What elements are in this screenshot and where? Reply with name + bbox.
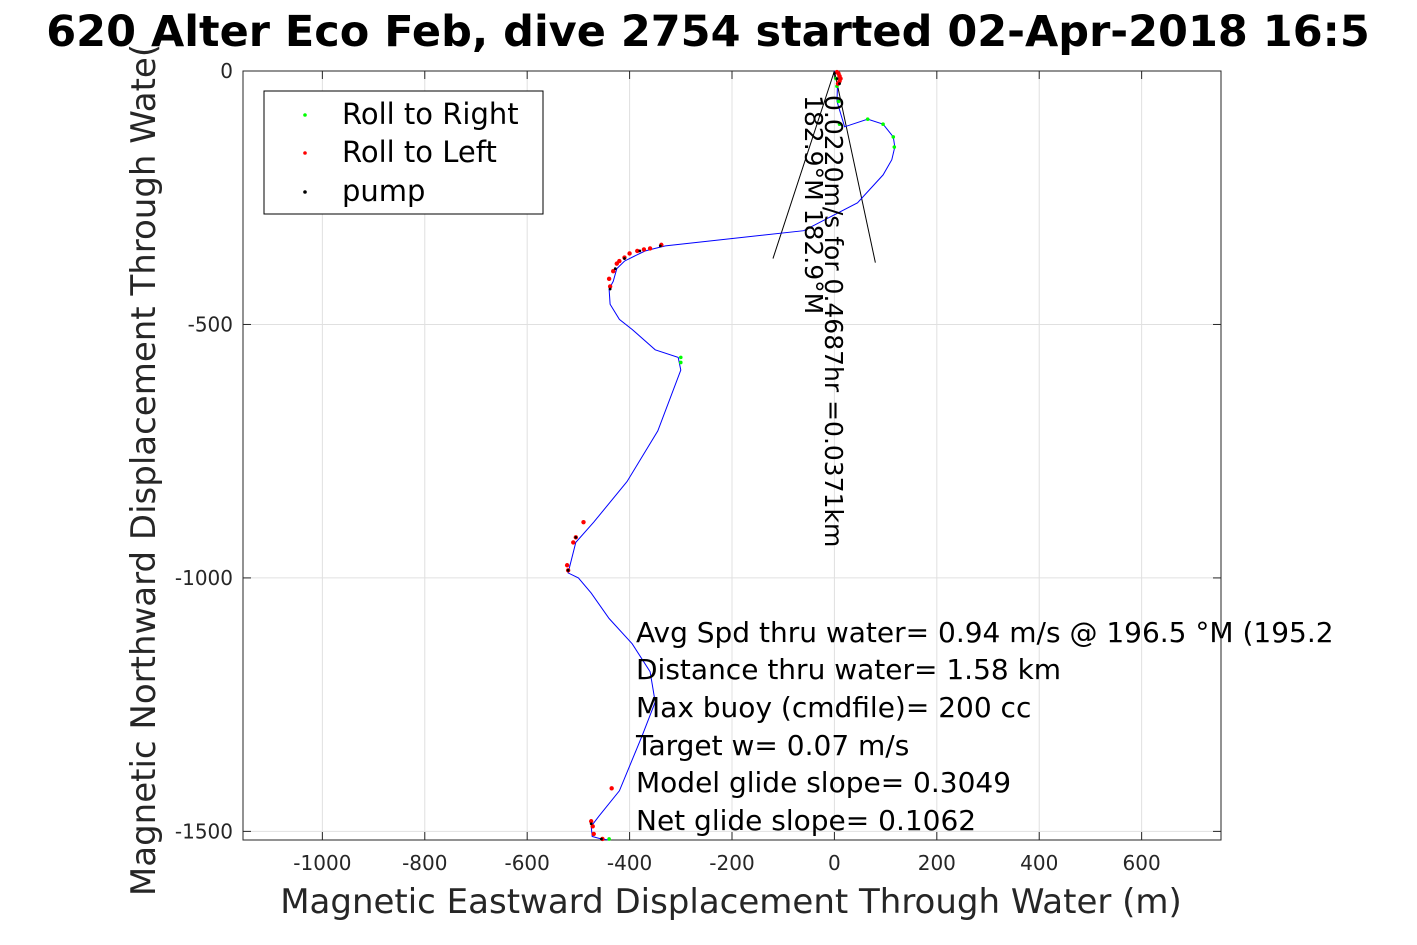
roll-right-point [607, 837, 611, 841]
y-tick-label: 0 [220, 59, 233, 83]
roll-left-point [581, 519, 586, 525]
current-speed-label: 0.0220m/s for 0.4687hr =0.0371km [819, 95, 848, 547]
pump-point [623, 257, 626, 260]
roll-left-point [590, 824, 595, 829]
current-heading-label: 182.9°M 182.9°M [799, 95, 828, 314]
avg-speed-annotation: Avg Spd thru water= 0.94 m/s @ 196.5 °M … [636, 616, 1334, 649]
roll-left-point [611, 269, 616, 274]
roll-left-point [627, 251, 632, 256]
pump-point [835, 77, 839, 81]
x-tick-label: 0 [828, 851, 841, 875]
legend-box [263, 90, 544, 215]
roll-right-point [892, 145, 897, 149]
x-tick-label: -600 [504, 851, 549, 875]
roll-left-point [607, 284, 613, 289]
x-tick-label: 400 [1020, 851, 1058, 875]
roll-right-point [865, 117, 870, 121]
legend-label-roll-right: Roll to Right [342, 97, 519, 131]
dive-stats-annotations: Avg Spd thru water= 0.94 m/s @ 196.5 °M … [635, 616, 1334, 837]
roll-right-point [837, 122, 842, 127]
x-tick-label: -200 [709, 851, 754, 875]
pump-point [838, 82, 841, 86]
pump-point [658, 244, 662, 248]
y-tick-label: -1000 [175, 566, 233, 590]
current-vectors [772, 70, 876, 263]
dive-track [567, 70, 896, 841]
roll-left-point [588, 819, 594, 824]
current-vector-line [772, 70, 835, 259]
net-glide-slope-annotation: Net glide slope= 0.1062 [636, 804, 976, 837]
pump-point [613, 267, 617, 271]
roll-right-point [678, 355, 683, 360]
y-tick-label: -500 [188, 312, 233, 336]
roll-left-point [571, 540, 576, 545]
distance-annotation: Distance thru water= 1.58 km [636, 653, 1061, 686]
roll-left-point [591, 831, 596, 837]
x-tick-label: 600 [1123, 851, 1161, 875]
roll-right-point [836, 99, 841, 104]
current-vector-line [833, 70, 876, 263]
roll-left-point [609, 786, 614, 791]
legend-marker-roll-left [303, 151, 307, 155]
legend-label-pump: pump [342, 174, 425, 208]
pump-point [638, 249, 642, 253]
roll-right-point [678, 360, 683, 365]
roll-left-point [647, 246, 653, 251]
roll-left-point [635, 248, 640, 254]
max-buoy-annotation: Max buoy (cmdfile)= 200 cc [636, 691, 1031, 724]
roll-left-point [606, 276, 612, 282]
pump-point [574, 535, 578, 539]
x-axis-label: Magnetic Eastward Displacement Through W… [280, 882, 1182, 922]
roll-right-point [881, 122, 885, 127]
model-glide-slope-annotation: Model glide slope= 0.3049 [636, 766, 1011, 799]
x-tick-label: -800 [402, 851, 447, 875]
axis-ticks: -1000 -800 -600 -400 -200 0 200 400 600 0 -500 -100… [175, 59, 1221, 875]
pump-point [589, 822, 593, 826]
roll-right-point [891, 135, 896, 139]
legend: Roll to Right Roll to Left pump [263, 90, 544, 215]
chart-title: 620 Alter Eco Feb, dive 2754 started 02-… [46, 7, 1369, 57]
x-tick-label: -400 [607, 851, 652, 875]
pump-point [608, 287, 612, 291]
pump-point [566, 568, 570, 572]
y-axis-label: Magnetic Northward Displacement Through … [124, 44, 164, 896]
pump-point [833, 72, 836, 75]
roll-and-pump-markers [564, 69, 897, 842]
legend-marker-roll-right [303, 113, 307, 117]
legend-marker-pump [303, 190, 307, 194]
roll-left-point [614, 261, 619, 266]
x-tick-label: 200 [918, 851, 956, 875]
legend-label-roll-left: Roll to Left [342, 135, 497, 169]
pump-point [600, 837, 603, 841]
track-line [567, 70, 896, 841]
roll-left-point [641, 247, 647, 252]
x-tick-label: -1000 [293, 851, 351, 875]
target-w-annotation: Target w= 0.07 m/s [635, 729, 909, 762]
roll-left-point [564, 563, 570, 568]
y-tick-label: -1500 [175, 819, 233, 843]
